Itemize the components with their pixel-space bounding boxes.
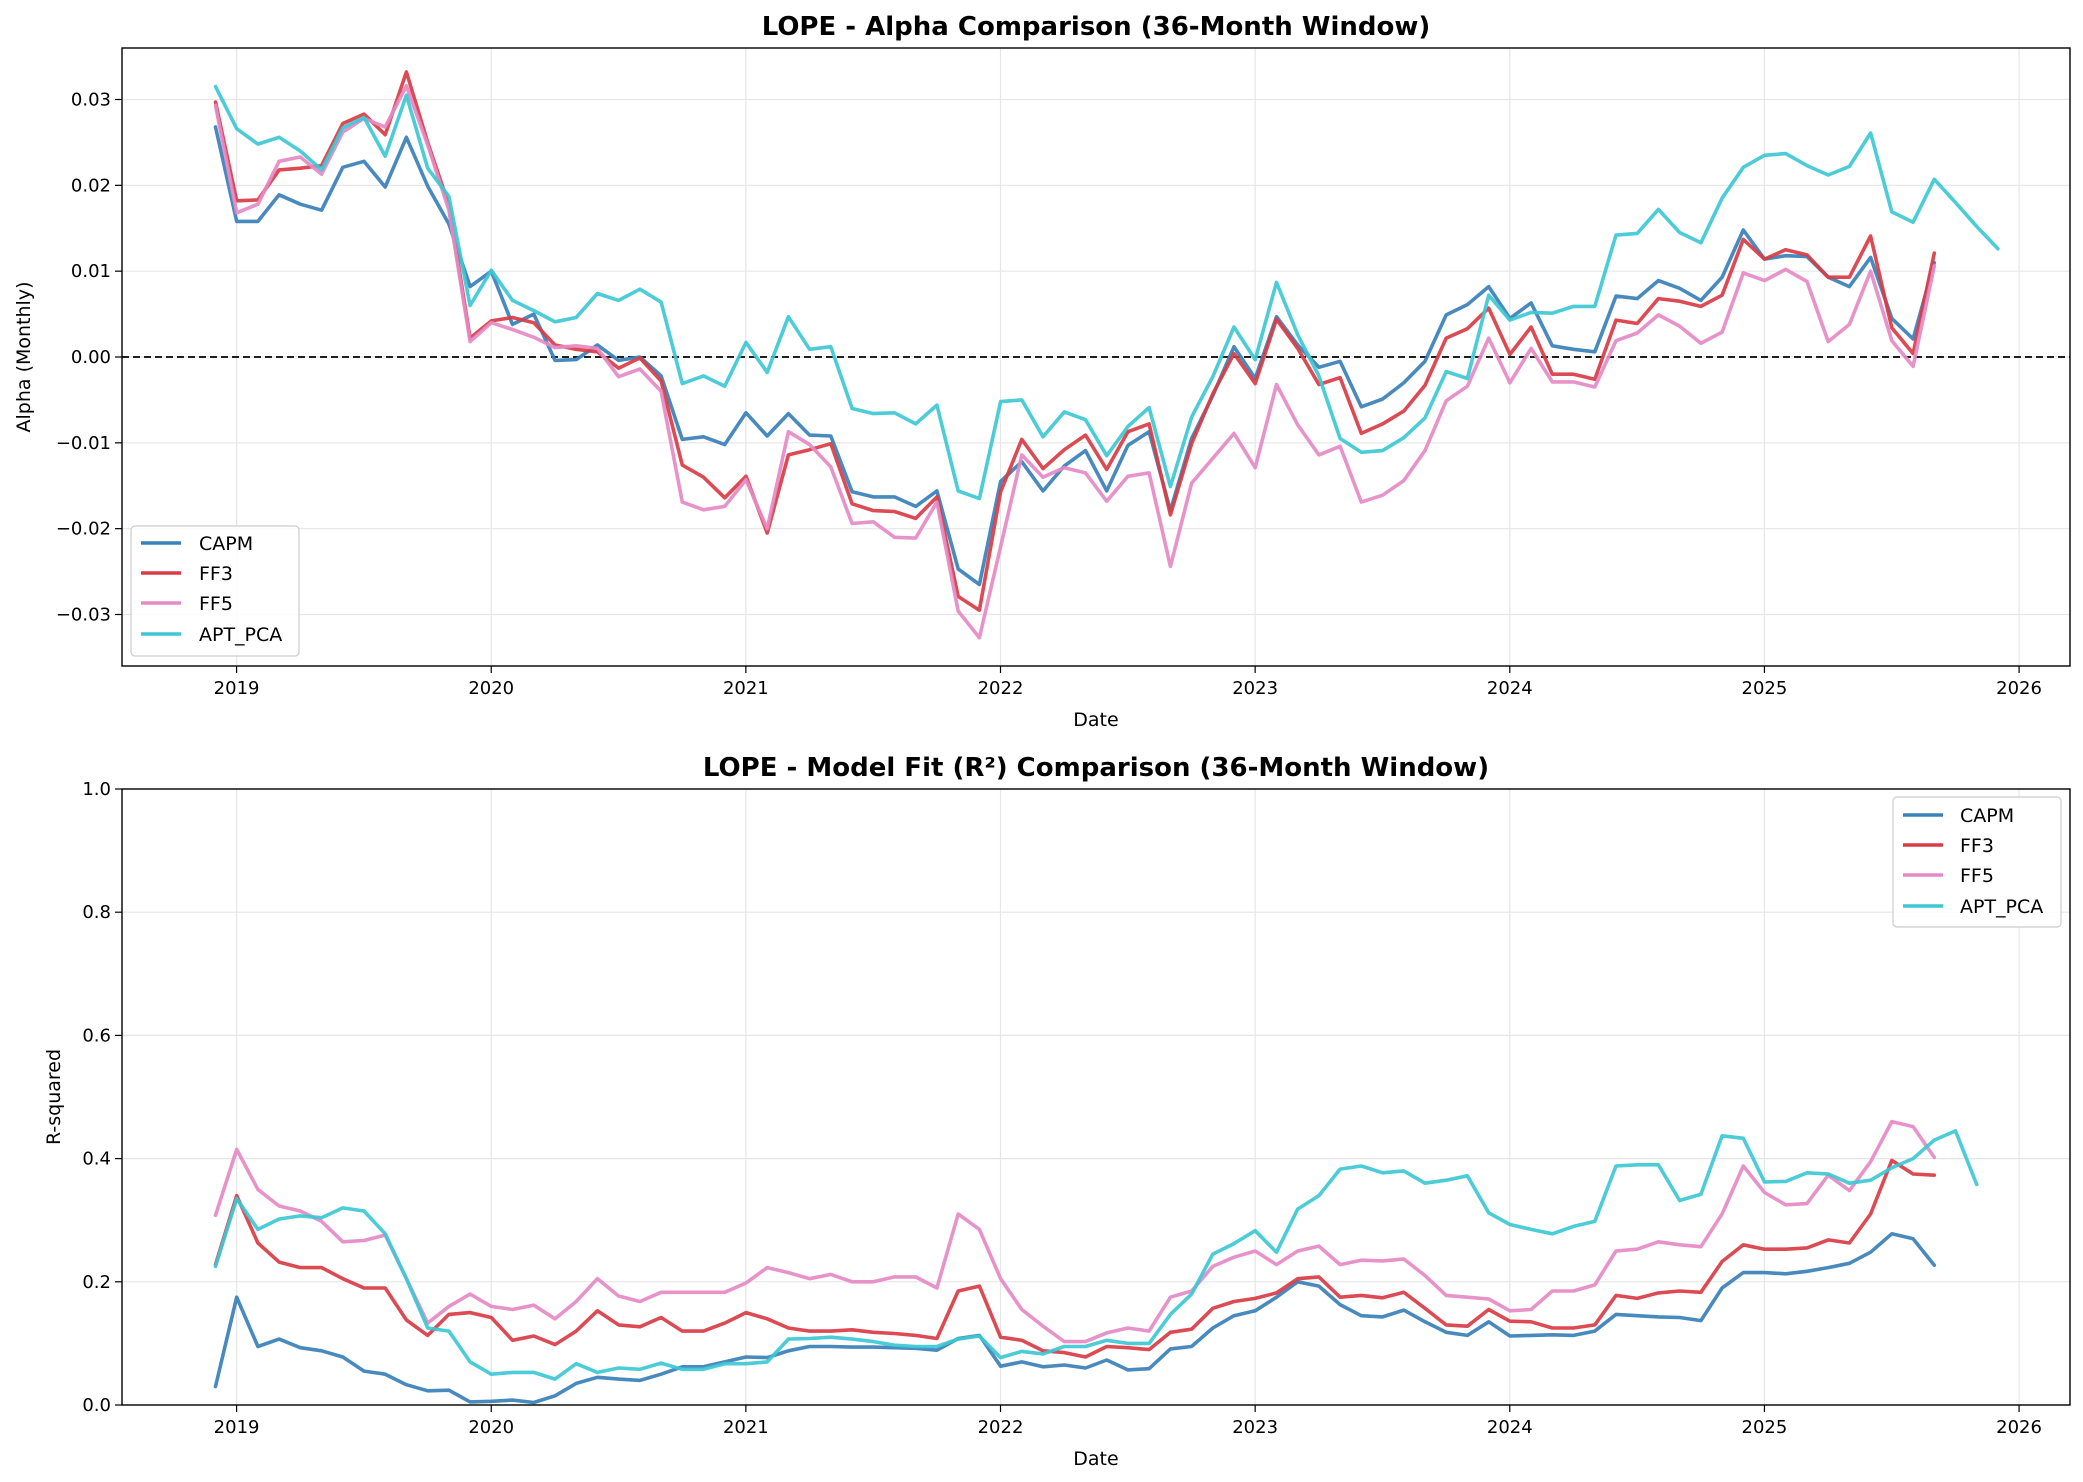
series-line-apt-pca: [213, 1129, 1979, 1381]
x-tick-label: 2024: [1487, 1417, 1533, 1438]
x-tick-label: 2023: [1232, 678, 1278, 699]
alpha-chart-grid: [122, 48, 2070, 666]
series-line-capm: [213, 1232, 1937, 1405]
y-tick-label: 0.01: [71, 261, 111, 282]
r2-legend-label-capm: CAPM: [1960, 805, 2014, 827]
r2-chart-y-axis-label: R-squared: [43, 1049, 65, 1145]
x-tick-label: 2021: [723, 1417, 769, 1438]
x-tick-label: 2022: [978, 678, 1024, 699]
y-tick-label: 0.0: [82, 1395, 111, 1416]
series-line-capm: [213, 125, 1937, 587]
alpha-chart-x-axis-label: Date: [1073, 709, 1118, 731]
alpha-chart-legend-box: [130, 525, 300, 657]
r2-chart-legend-box: [1892, 796, 2062, 928]
x-tick-label: 2026: [1996, 1417, 2042, 1438]
x-tick-label: 2020: [468, 678, 514, 699]
x-tick-label: 2021: [723, 678, 769, 699]
r2-legend-label-apt-pca: APT_PCA: [1960, 896, 2043, 918]
r2-chart-x-ticks: 2019 2020 2021 2022 2023 2024 2025 2026: [214, 1405, 2042, 1438]
r2-chart-series: [213, 1119, 1979, 1405]
series-line-apt-pca: [213, 84, 2000, 501]
y-tick-label: −0.01: [56, 433, 111, 454]
y-tick-label: 0.03: [71, 90, 111, 111]
r2-chart: LOPE - Model Fit (R²) Comparison (36-Mon…: [43, 753, 2071, 1470]
r2-legend-label-ff3: FF3: [1960, 835, 1994, 857]
alpha-chart-title: LOPE - Alpha Comparison (36-Month Window…: [762, 12, 1431, 42]
r2-chart-legend: CAPM FF3 FF5 APT_PCA: [1892, 796, 2062, 928]
alpha-chart-x-ticks: 2019 2020 2021 2022 2023 2024 2025 2026: [214, 666, 2042, 699]
alpha-legend-label-ff3: FF3: [199, 563, 233, 585]
x-tick-label: 2019: [214, 678, 260, 699]
x-tick-label: 2026: [1996, 678, 2042, 699]
series-line-ff5: [213, 1119, 1937, 1344]
r2-legend-label-ff5: FF5: [1960, 865, 1994, 887]
alpha-legend-label-ff5: FF5: [199, 593, 233, 615]
x-tick-label: 2024: [1487, 678, 1533, 699]
y-tick-label: −0.03: [56, 605, 111, 626]
series-line-ff3: [213, 70, 1937, 613]
r2-chart-frame: [121, 788, 2071, 1406]
alpha-chart-legend: CAPM FF3 FF5 APT_PCA: [130, 525, 300, 657]
r2-chart-x-axis-label: Date: [1073, 1448, 1118, 1470]
alpha-chart-y-ticks: −0.03 −0.02 −0.01 0.00 0.01 0.02 0.03: [56, 90, 122, 626]
y-tick-label: 0.00: [71, 347, 111, 368]
x-tick-label: 2025: [1742, 678, 1788, 699]
alpha-legend-label-apt-pca: APT_PCA: [199, 624, 282, 646]
y-tick-label: 1.0: [82, 779, 111, 800]
alpha-chart-y-axis-label: Alpha (Monthly): [13, 282, 35, 433]
alpha-chart-series: [213, 70, 2000, 640]
x-tick-label: 2019: [214, 1417, 260, 1438]
series-line-ff5: [213, 84, 1937, 640]
y-tick-label: 0.8: [82, 902, 111, 923]
x-tick-label: 2025: [1742, 1417, 1788, 1438]
series-line-ff3: [213, 1158, 1937, 1359]
y-tick-label: −0.02: [56, 519, 111, 540]
alpha-chart: LOPE - Alpha Comparison (36-Month Window…: [13, 12, 2071, 731]
y-tick-label: 0.6: [82, 1025, 111, 1046]
y-tick-label: 0.02: [71, 175, 111, 196]
alpha-legend-label-capm: CAPM: [199, 533, 253, 555]
x-tick-label: 2023: [1232, 1417, 1278, 1438]
r2-chart-y-ticks: 0.0 0.2 0.4 0.6 0.8 1.0: [82, 779, 122, 1416]
y-tick-label: 0.2: [82, 1272, 111, 1293]
r2-chart-title: LOPE - Model Fit (R²) Comparison (36-Mon…: [703, 753, 1489, 783]
x-tick-label: 2022: [978, 1417, 1024, 1438]
y-tick-label: 0.4: [82, 1149, 111, 1170]
x-tick-label: 2020: [468, 1417, 514, 1438]
